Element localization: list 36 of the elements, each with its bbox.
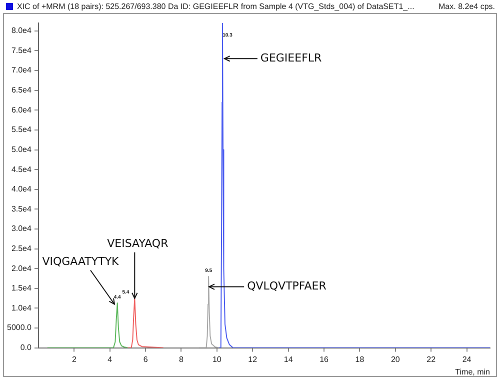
chart-title: XIC of +MRM (18 pairs): 525.267/693.380 Da ID: GEGIEEFLR from Sample 4 (VTG_Stds_004) of DataSET1_... [17,2,414,11]
y-tick-label: 6.0e4 [11,105,32,114]
y-tick-label: 7.5e4 [11,46,32,55]
y-tick-label: 1.0e4 [11,303,32,312]
chart-subtitle: Max. 8.2e4 cps. [438,2,495,11]
annotation: VIQGAATYTYK [42,255,120,268]
y-tick-label: 7.0e4 [11,66,32,75]
x-tick-label: 10 [212,354,222,364]
y-tick-label: 3.5e4 [11,204,32,214]
y-tick-label: 3.0e4 [11,224,32,234]
y-tick-label: 6.5e4 [11,86,32,95]
annotation: VEISAYAQR [107,237,169,250]
y-tick-label: 2.0e4 [11,264,32,273]
x-tick-label: 14 [284,354,294,364]
y-tick-label: 2.5e4 [11,244,32,253]
annotation: QVLQVTPFAER [247,280,327,293]
x-tick-label: 8 [179,354,184,364]
x-tick-label: 20 [390,354,400,364]
y-tick-label: 5000.0 [7,323,32,332]
x-tick-label: 12 [248,354,258,364]
y-tick-label: 8.0e4 [11,26,32,36]
x-tick-label: 16 [320,354,330,364]
y-tick-label: 5.0e4 [11,144,32,154]
x-tick-label: 18 [355,354,365,364]
x-tick-label: 4 [108,354,113,364]
x-axis-title: Time, min [455,367,490,376]
x-tick-label: 24 [462,354,472,364]
x-tick-label: 22 [426,354,436,364]
x-tick-label: 6 [143,354,148,364]
y-tick-label: 4.0e4 [11,184,32,194]
y-tick-label: 0.0 [20,343,32,352]
x-tick-label: 2 [72,354,77,364]
y-tick-label: 4.5e4 [11,164,32,174]
y-tick-label: 5.5e4 [11,125,32,134]
annotation: GEGIEEFLR [260,52,322,65]
y-tick-label: 1.5e4 [11,284,32,293]
